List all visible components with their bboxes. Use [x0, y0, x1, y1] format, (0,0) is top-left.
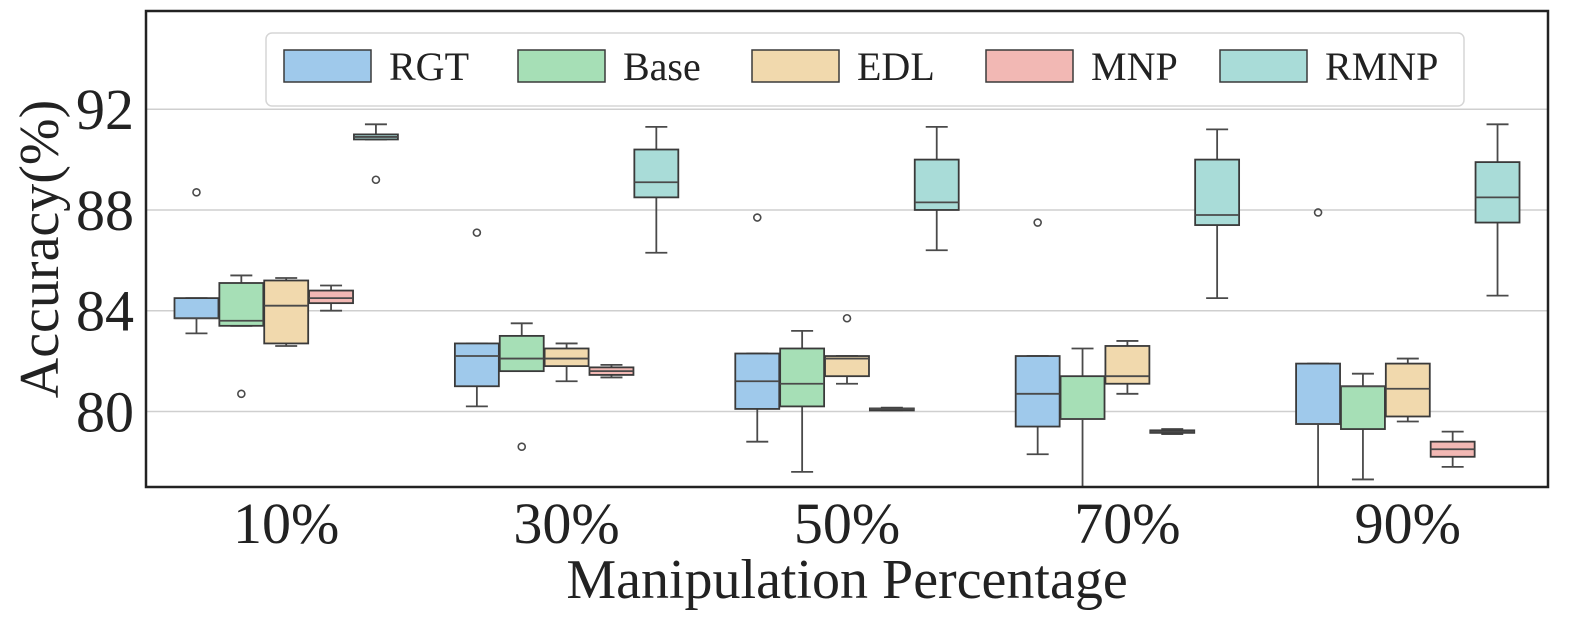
box-rgt-0: [173, 188, 220, 335]
box-edl-2: [824, 313, 870, 385]
y-axis-label: Accuracy(%): [9, 100, 71, 398]
box-edl-3: [1104, 340, 1151, 395]
legend-item-edl: EDL: [751, 44, 935, 89]
legend-label: Base: [623, 44, 701, 89]
y-tick-label: 92: [76, 77, 134, 142]
outlier-point: [517, 442, 527, 452]
outlier-point: [237, 389, 246, 399]
x-tick-label: 50%: [794, 491, 900, 556]
box-edl-1: [543, 342, 590, 383]
legend-swatch: [985, 49, 1074, 83]
legend-swatch: [1219, 49, 1308, 83]
y-axis-ticks: 80 84 88 92: [76, 77, 134, 444]
box-base-0: [218, 274, 265, 399]
legend-swatch: [283, 49, 372, 83]
box-edl-4: [1384, 357, 1431, 423]
box-mnp-0: [308, 284, 354, 312]
box-body: [1474, 161, 1521, 224]
box-body: [1059, 375, 1106, 420]
box-rmnp-3: [1194, 128, 1241, 300]
series-mnp: [308, 284, 1476, 468]
box-body: [218, 282, 265, 327]
x-axis-label: Manipulation Percentage: [566, 549, 1127, 611]
outlier-point: [1033, 218, 1042, 227]
box-mnp-1: [588, 363, 635, 379]
outlier-point: [192, 188, 201, 197]
box-series: [173, 123, 1521, 487]
y-tick-label: 84: [76, 279, 134, 344]
box-rgt-4: [1295, 208, 1341, 487]
box-base-4: [1340, 372, 1386, 481]
legend-item-rmnp: RMNP: [1219, 44, 1438, 89]
legend-label: EDL: [857, 44, 935, 89]
box-rmnp-2: [913, 125, 960, 252]
series-base: [218, 274, 1386, 487]
box-body: [1014, 355, 1061, 428]
x-tick-label: 70%: [1074, 491, 1180, 556]
box-base-1: [498, 322, 545, 452]
box-base-3: [1059, 347, 1106, 487]
box-mnp-4: [1429, 430, 1476, 468]
x-tick-label: 10%: [233, 491, 339, 556]
box-body: [779, 347, 826, 408]
box-rgt-1: [453, 228, 500, 408]
box-body: [1104, 345, 1151, 385]
series-edl: [263, 277, 1431, 423]
box-body: [543, 347, 590, 368]
outlier-point: [1313, 208, 1323, 217]
box-base-2: [779, 329, 826, 473]
x-tick-label: 90%: [1355, 491, 1461, 556]
legend-item-mnp: MNP: [985, 44, 1178, 89]
box-rmnp-0: [353, 123, 399, 185]
legend-label: RGT: [389, 44, 469, 89]
plot-frame: [144, 9, 1550, 489]
box-body: [1384, 362, 1431, 418]
box-body: [173, 297, 220, 320]
outlier-point: [472, 228, 482, 237]
box-rgt-2: [734, 213, 781, 443]
box-body: [498, 334, 545, 373]
legend-label: RMNP: [1325, 44, 1438, 89]
legend-label: MNP: [1091, 44, 1178, 89]
box-body: [308, 289, 354, 305]
box-body: [263, 279, 310, 345]
y-tick-label: 88: [76, 178, 134, 243]
series-rmnp: [353, 123, 1521, 300]
box-rmnp-4: [1474, 123, 1521, 297]
series-rgt: [173, 188, 1341, 487]
legend-swatch: [517, 49, 606, 83]
box-body: [453, 342, 500, 388]
box-edl-0: [263, 277, 310, 347]
legend: RGT Base EDL MNP RMNP: [265, 32, 1465, 107]
x-tick-label: 30%: [513, 491, 619, 556]
box-mnp-2: [868, 406, 915, 412]
box-body: [824, 355, 870, 378]
legend-item-rgt: RGT: [283, 44, 469, 89]
x-axis-ticks: 10% 30% 50% 70% 90%: [233, 491, 1461, 556]
box-rgt-3: [1014, 218, 1061, 456]
box-rmnp-1: [633, 125, 680, 254]
legend-swatch: [751, 49, 840, 83]
box-body: [1340, 385, 1386, 430]
box-body: [1295, 362, 1341, 425]
outlier-point: [842, 313, 852, 323]
outlier-point: [371, 175, 381, 185]
box-mnp-3: [1149, 428, 1196, 436]
legend-item-base: Base: [517, 44, 701, 89]
box-body: [633, 148, 680, 199]
y-tick-label: 80: [76, 379, 134, 444]
outlier-point: [752, 213, 762, 222]
